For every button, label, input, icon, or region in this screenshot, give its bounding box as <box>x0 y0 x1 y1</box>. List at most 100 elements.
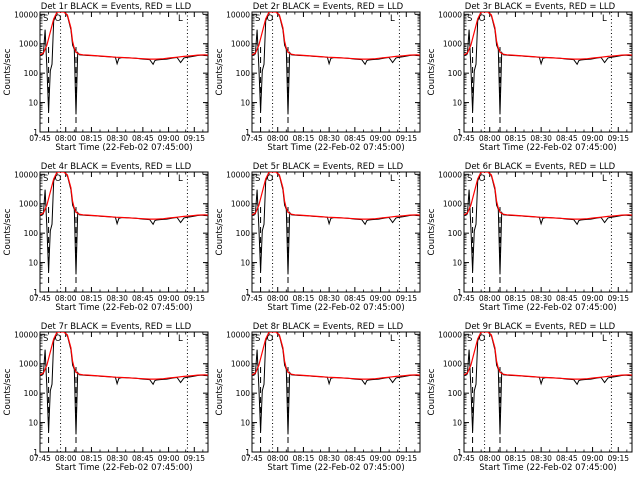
marker-o: O <box>267 14 274 24</box>
y-tick-label: 100 <box>448 69 463 78</box>
panel-title: Det 6r BLACK = Events, RED = LLD <box>465 162 616 172</box>
x-tick-label: 09:00 <box>370 294 392 303</box>
plot-frame <box>463 171 633 293</box>
x-tick-label: 07:45 <box>241 454 263 463</box>
x-tick-label: 08:00 <box>267 454 289 463</box>
y-tick-label: 1 <box>33 448 38 457</box>
y-tick-label: 100 <box>24 229 39 238</box>
marker-s: S <box>43 334 48 344</box>
events-series-line <box>40 12 208 115</box>
y-axis-title: Counts/sec <box>3 368 13 415</box>
y-tick-label: 10000 <box>14 330 38 339</box>
detector-panel: Det 3r BLACK = Events, RED = LLD 1 10 100 10… <box>427 2 633 153</box>
x-tick-label: 08:45 <box>344 134 366 143</box>
marker-s: S <box>467 174 472 184</box>
x-tick-label: 09:00 <box>158 454 180 463</box>
detector-panel: Det 9r BLACK = Events, RED = LLD 1 10 100 10… <box>427 322 633 473</box>
x-tick-label: 09:00 <box>370 134 392 143</box>
x-tick-label: 09:00 <box>370 454 392 463</box>
x-tick-label: 08:30 <box>530 454 552 463</box>
x-tick-label: 07:45 <box>29 454 51 463</box>
y-tick-label: 100 <box>24 389 39 398</box>
y-tick-label: 10000 <box>14 170 38 179</box>
y-tick-label: 10 <box>240 99 250 108</box>
detector-panel: Det 8r BLACK = Events, RED = LLD 1 10 100 10… <box>215 322 421 473</box>
plot-frame <box>39 331 209 453</box>
y-axis-title: Counts/sec <box>3 208 13 255</box>
y-tick-label: 10000 <box>438 170 462 179</box>
x-axis-title: Start Time (22-Feb-02 07:45:00) <box>479 303 616 313</box>
marker-s: S <box>255 334 260 344</box>
x-tick-label: 08:00 <box>479 134 501 143</box>
y-axis-title: Counts/sec <box>427 368 437 415</box>
marker-s: S <box>467 334 472 344</box>
y-tick-label: 1 <box>457 448 462 457</box>
x-tick-label: 08:45 <box>132 134 154 143</box>
x-tick-label: 08:15 <box>81 454 103 463</box>
events-series-line <box>252 12 420 115</box>
y-tick-label: 10000 <box>438 330 462 339</box>
y-tick-label: 1000 <box>19 360 38 369</box>
x-tick-label: 07:45 <box>453 134 475 143</box>
series-group <box>40 12 208 115</box>
x-tick-label: 08:30 <box>106 294 128 303</box>
y-tick-label: 10 <box>452 419 462 428</box>
plot-frame <box>39 11 209 133</box>
detector-panel: Det 7r BLACK = Events, RED = LLD 1 10 100 10… <box>3 322 209 473</box>
detector-panel: Det 5r BLACK = Events, RED = LLD 1 10 100 10… <box>215 162 421 313</box>
series-group <box>252 12 420 115</box>
series-group <box>464 12 632 115</box>
x-tick-label: 08:15 <box>81 134 103 143</box>
series-group <box>252 332 420 435</box>
panel-title: Det 4r BLACK = Events, RED = LLD <box>41 162 192 172</box>
series-group <box>252 172 420 275</box>
x-tick-label: 09:15 <box>607 134 629 143</box>
y-tick-label: 10000 <box>226 170 250 179</box>
x-axis-title: Start Time (22-Feb-02 07:45:00) <box>267 463 404 473</box>
x-tick-label: 09:00 <box>158 294 180 303</box>
marker-l: L <box>178 174 183 184</box>
x-axis-title: Start Time (22-Feb-02 07:45:00) <box>267 143 404 153</box>
x-tick-label: 09:15 <box>607 294 629 303</box>
detector-panel: Det 2r BLACK = Events, RED = LLD 1 10 100 10… <box>215 2 421 153</box>
x-tick-label: 08:30 <box>318 294 340 303</box>
x-tick-label: 08:45 <box>344 454 366 463</box>
x-tick-label: 09:00 <box>582 454 604 463</box>
x-tick-label: 08:45 <box>132 454 154 463</box>
plot-frame <box>251 171 421 293</box>
y-tick-label: 1 <box>33 128 38 137</box>
x-axis-title: Start Time (22-Feb-02 07:45:00) <box>479 463 616 473</box>
x-tick-label: 07:45 <box>453 294 475 303</box>
detector-panel: Det 1r BLACK = Events, RED = LLD 1 10 100 10… <box>3 2 209 153</box>
x-tick-label: 08:00 <box>267 294 289 303</box>
y-tick-label: 1000 <box>19 200 38 209</box>
y-tick-label: 1 <box>245 128 250 137</box>
x-tick-label: 09:15 <box>183 134 205 143</box>
marker-l: L <box>390 14 395 24</box>
x-axis-title: Start Time (22-Feb-02 07:45:00) <box>55 463 192 473</box>
plot-frame <box>251 11 421 133</box>
events-series-line <box>464 172 632 275</box>
marker-s: S <box>255 14 260 24</box>
x-tick-label: 09:15 <box>395 454 417 463</box>
marker-l: L <box>602 14 607 24</box>
marker-o: O <box>479 174 486 184</box>
x-tick-label: 09:00 <box>582 294 604 303</box>
y-tick-label: 100 <box>236 389 251 398</box>
x-tick-label: 08:15 <box>293 294 315 303</box>
panel-title: Det 3r BLACK = Events, RED = LLD <box>465 2 616 12</box>
detector-panel: Det 6r BLACK = Events, RED = LLD 1 10 100 10… <box>427 162 633 313</box>
panel-title: Det 1r BLACK = Events, RED = LLD <box>41 2 192 12</box>
y-tick-label: 10 <box>240 259 250 268</box>
y-tick-label: 1 <box>33 288 38 297</box>
y-tick-label: 1000 <box>231 40 250 49</box>
series-group <box>40 172 208 275</box>
lld-series-line <box>464 172 632 220</box>
y-tick-label: 1000 <box>443 200 462 209</box>
marker-l: L <box>178 334 183 344</box>
lld-series-line <box>40 332 208 380</box>
y-tick-label: 1 <box>457 128 462 137</box>
x-tick-label: 08:00 <box>267 134 289 143</box>
y-tick-label: 1 <box>457 288 462 297</box>
marker-l: L <box>602 174 607 184</box>
